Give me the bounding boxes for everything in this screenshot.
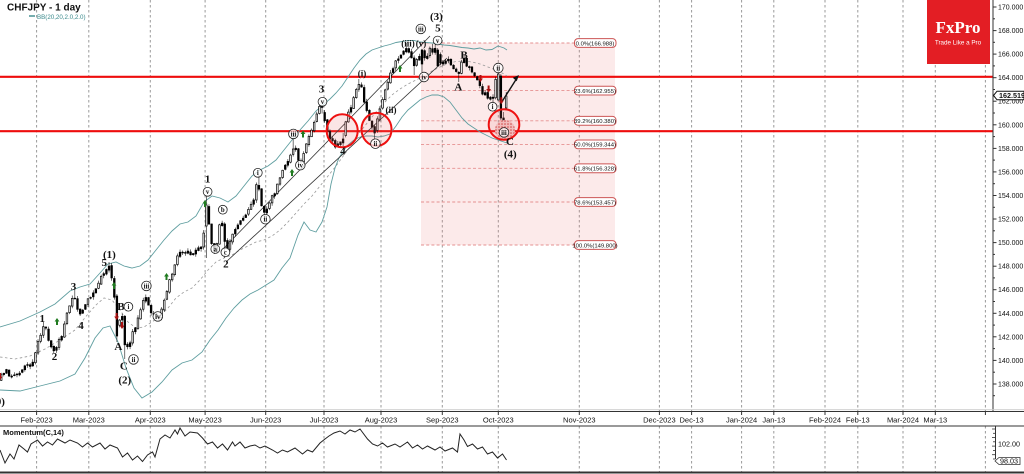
svg-text:164.000: 164.000 <box>998 75 1023 82</box>
svg-text:4: 4 <box>340 146 346 158</box>
svg-text:iv: iv <box>155 314 161 321</box>
svg-text:170.000: 170.000 <box>998 5 1023 12</box>
svg-text:ii: ii <box>374 141 378 148</box>
svg-text:5: 5 <box>435 23 441 35</box>
svg-text:Jul-2023: Jul-2023 <box>310 416 339 425</box>
svg-text:152.000: 152.000 <box>998 217 1023 224</box>
svg-text:ii: ii <box>264 217 268 224</box>
svg-text:Feb-2024: Feb-2024 <box>809 416 841 425</box>
svg-text:Momentum(C,14): Momentum(C,14) <box>3 428 64 437</box>
svg-text:A: A <box>114 341 122 353</box>
svg-text:FxPro: FxPro <box>935 18 980 37</box>
svg-text:Dec-2023: Dec-2023 <box>643 416 676 425</box>
svg-text:i: i <box>127 304 129 311</box>
svg-text:138.000: 138.000 <box>998 382 1023 389</box>
svg-text:Jan-13: Jan-13 <box>762 416 785 425</box>
svg-text:(2): (2) <box>118 375 131 387</box>
svg-text:Feb-2023: Feb-2023 <box>21 416 53 425</box>
svg-text:a: a <box>214 246 218 253</box>
svg-text:(v): (v) <box>416 39 427 49</box>
svg-text:iv: iv <box>298 163 304 170</box>
svg-text:146.000: 146.000 <box>998 287 1023 294</box>
svg-text:Jan-2024: Jan-2024 <box>726 416 757 425</box>
svg-text:v: v <box>436 38 440 45</box>
svg-text:142.000: 142.000 <box>998 334 1023 341</box>
svg-text:i: i <box>257 170 259 177</box>
svg-text:100.0%(149.800): 100.0%(149.800) <box>572 243 617 249</box>
svg-text:23.6%(162.955): 23.6%(162.955) <box>574 89 616 95</box>
svg-text:4: 4 <box>78 320 84 332</box>
svg-text:98.03: 98.03 <box>1000 457 1018 466</box>
svg-text:B: B <box>460 50 468 62</box>
svg-text:May-2023: May-2023 <box>188 416 221 425</box>
svg-text:CHFJPY - 1 day: CHFJPY - 1 day <box>7 3 81 14</box>
svg-text:(1): (1) <box>103 249 116 261</box>
svg-text:i: i <box>492 104 494 111</box>
svg-text:iv: iv <box>421 74 427 81</box>
svg-text:168.000: 168.000 <box>998 28 1023 35</box>
svg-text:144.000: 144.000 <box>998 311 1023 318</box>
svg-text:(iii): (iii) <box>401 39 415 49</box>
svg-text:Mar-2024: Mar-2024 <box>887 416 919 425</box>
svg-text:150.000: 150.000 <box>998 240 1023 247</box>
svg-text:Mar-2023: Mar-2023 <box>73 416 105 425</box>
svg-text:iii: iii <box>291 131 297 138</box>
svg-text:Mar-13: Mar-13 <box>923 416 947 425</box>
svg-text:148.000: 148.000 <box>998 264 1023 271</box>
svg-text:Apr-2023: Apr-2023 <box>135 416 166 425</box>
svg-text:BB(20,20,2.0,2.0): BB(20,20,2.0,2.0) <box>37 14 86 21</box>
svg-text:A: A <box>454 82 462 94</box>
svg-text:1: 1 <box>40 313 46 325</box>
svg-text:iii: iii <box>501 130 507 137</box>
svg-text:1: 1 <box>205 174 211 186</box>
svg-text:C: C <box>506 136 514 148</box>
svg-text:0.0%(166.988): 0.0%(166.988) <box>576 41 615 47</box>
svg-text:Nov-2023: Nov-2023 <box>563 416 596 425</box>
svg-text:140.000: 140.000 <box>998 358 1023 365</box>
svg-text:78.6%(153.457): 78.6%(153.457) <box>574 200 616 206</box>
svg-text:(ii): (ii) <box>386 105 397 115</box>
svg-text:ii: ii <box>132 357 136 364</box>
svg-text:158.000: 158.000 <box>998 146 1023 153</box>
svg-text:v: v <box>206 189 210 196</box>
svg-text:iii: iii <box>418 26 424 33</box>
svg-text:Dec-13: Dec-13 <box>680 416 704 425</box>
svg-text:162.000: 162.000 <box>998 99 1023 106</box>
svg-text:B: B <box>117 301 125 313</box>
svg-text:C: C <box>120 361 128 373</box>
svg-text:(4): (4) <box>504 149 517 161</box>
svg-text:Aug-2023: Aug-2023 <box>365 416 398 425</box>
svg-text:61.8%(156.328): 61.8%(156.328) <box>574 167 616 173</box>
svg-text:154.000: 154.000 <box>998 193 1023 200</box>
svg-text:160.000: 160.000 <box>998 122 1023 129</box>
svg-text:v: v <box>321 99 325 106</box>
svg-text:(0): (0) <box>0 396 5 408</box>
svg-text:2: 2 <box>52 351 58 363</box>
svg-text:39.2%(160.380): 39.2%(160.380) <box>574 119 616 125</box>
svg-text:Jun-2023: Jun-2023 <box>250 416 281 425</box>
svg-text:(3): (3) <box>430 11 443 23</box>
svg-text:102.00: 102.00 <box>998 440 1020 449</box>
svg-text:c: c <box>224 250 227 257</box>
svg-text:3: 3 <box>319 84 325 96</box>
svg-text:5: 5 <box>101 257 107 269</box>
svg-text:3: 3 <box>71 281 77 293</box>
svg-text:2: 2 <box>223 259 229 271</box>
svg-text:Trade Like a Pro: Trade Like a Pro <box>935 40 982 47</box>
svg-text:Feb-13: Feb-13 <box>846 416 870 425</box>
svg-text:156.000: 156.000 <box>998 169 1023 176</box>
svg-text:Oct-2023: Oct-2023 <box>483 416 514 425</box>
svg-text:162.519: 162.519 <box>999 91 1024 100</box>
svg-text:Sep-2023: Sep-2023 <box>426 416 459 425</box>
svg-text:iii: iii <box>144 283 150 290</box>
svg-text:b: b <box>221 207 225 214</box>
svg-text:50.0%(159.344): 50.0%(159.344) <box>574 143 616 149</box>
svg-text:ii: ii <box>496 65 500 72</box>
svg-text:(i): (i) <box>358 69 367 79</box>
svg-text:166.000: 166.000 <box>998 52 1023 59</box>
